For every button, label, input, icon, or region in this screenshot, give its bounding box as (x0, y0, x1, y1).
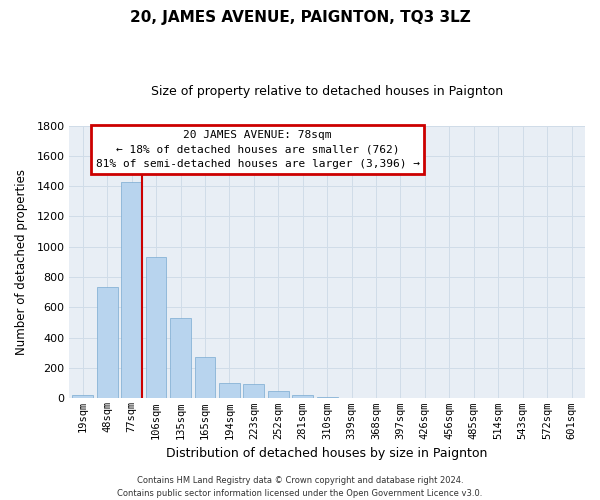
Bar (244, 384, 264, 398)
Text: 20, JAMES AVENUE, PAIGNTON, TQ3 3LZ: 20, JAMES AVENUE, PAIGNTON, TQ3 3LZ (130, 10, 470, 25)
Bar (170, 318, 191, 398)
Title: Size of property relative to detached houses in Paignton: Size of property relative to detached ho… (151, 85, 503, 98)
Bar (219, 383, 240, 398)
Bar (97, 287, 118, 399)
Text: 20 JAMES AVENUE: 78sqm
← 18% of detached houses are smaller (762)
81% of semi-de: 20 JAMES AVENUE: 78sqm ← 18% of detached… (95, 130, 419, 169)
Bar (121, 182, 142, 398)
Bar (194, 358, 215, 399)
X-axis label: Distribution of detached houses by size in Paignton: Distribution of detached houses by size … (166, 447, 488, 460)
Bar (73, 396, 93, 398)
Y-axis label: Number of detached properties: Number of detached properties (15, 169, 28, 355)
Bar (146, 256, 166, 398)
Bar (268, 391, 289, 398)
Bar (317, 397, 338, 398)
Bar (292, 394, 313, 398)
Text: Contains HM Land Registry data © Crown copyright and database right 2024.
Contai: Contains HM Land Registry data © Crown c… (118, 476, 482, 498)
